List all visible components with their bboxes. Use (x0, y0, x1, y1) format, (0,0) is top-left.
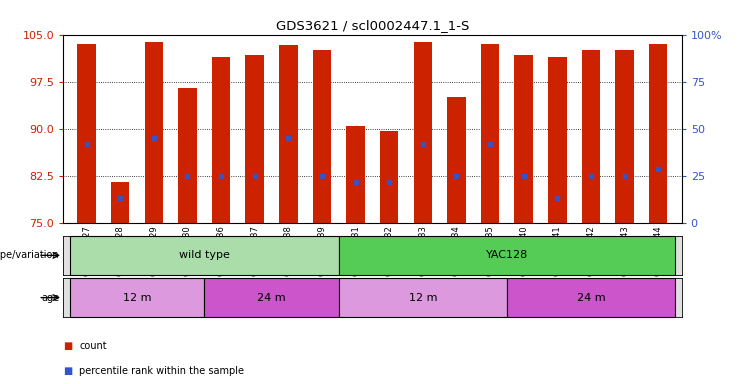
Bar (548, 56, 567, 223)
Text: ■: ■ (63, 366, 72, 376)
Bar (346, 126, 365, 223)
Bar (481, 44, 499, 223)
Bar (212, 56, 230, 223)
Text: 24 m: 24 m (576, 293, 605, 303)
Text: genotype/variation: genotype/variation (0, 250, 59, 260)
Bar (649, 44, 668, 223)
Text: YAC128: YAC128 (486, 250, 528, 260)
Text: 12 m: 12 m (408, 293, 437, 303)
Text: age: age (41, 293, 59, 303)
Bar (70, 278, 205, 317)
Bar (413, 42, 432, 223)
Bar (615, 50, 634, 223)
Text: ■: ■ (63, 341, 72, 351)
Bar (178, 88, 196, 223)
Bar (313, 50, 331, 223)
Bar (144, 42, 163, 223)
Bar (339, 236, 675, 275)
Bar (380, 131, 399, 223)
Bar (245, 55, 264, 223)
Bar (205, 278, 339, 317)
Bar (111, 182, 130, 223)
Text: wild type: wild type (179, 250, 230, 260)
Text: percentile rank within the sample: percentile rank within the sample (79, 366, 245, 376)
Bar (70, 236, 339, 275)
Bar (514, 55, 533, 223)
Text: 12 m: 12 m (123, 293, 151, 303)
Bar (77, 44, 96, 223)
Bar (447, 97, 465, 223)
Title: GDS3621 / scl0002447.1_1-S: GDS3621 / scl0002447.1_1-S (276, 19, 469, 32)
Text: 24 m: 24 m (257, 293, 286, 303)
Bar (279, 45, 298, 223)
Bar (507, 278, 675, 317)
Text: count: count (79, 341, 107, 351)
Bar (582, 50, 600, 223)
Bar (339, 278, 507, 317)
